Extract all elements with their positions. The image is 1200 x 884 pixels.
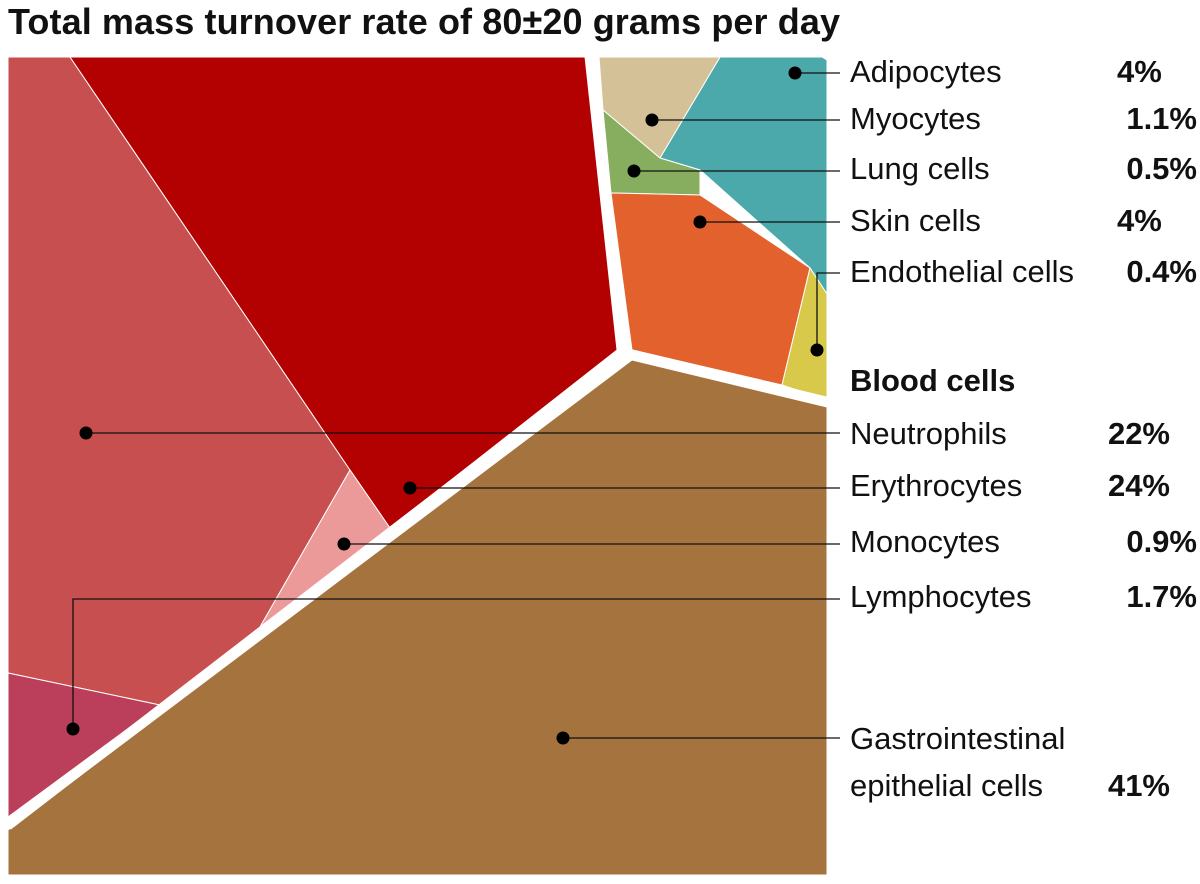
label-skin-cells: Skin cells bbox=[850, 203, 981, 238]
cell-lymphocytes bbox=[7, 672, 162, 818]
value-neutrophils: 22% bbox=[1108, 416, 1170, 451]
label-lymphocytes: Lymphocytes bbox=[850, 579, 1032, 614]
value-myocytes: 1.1% bbox=[1126, 101, 1197, 136]
cells-layer bbox=[5, 56, 832, 876]
label-myocytes: Myocytes bbox=[850, 101, 981, 136]
marker-neutrophils bbox=[79, 426, 93, 440]
marker-skin-cells bbox=[693, 215, 707, 229]
marker-monocytes bbox=[337, 537, 351, 551]
marker-endothelial-cells bbox=[810, 343, 824, 357]
marker-lymphocytes bbox=[66, 722, 80, 736]
marker-gastrointestinal-epithelial-cells bbox=[556, 731, 570, 745]
label-adipocytes: Adipocytes bbox=[850, 54, 1002, 89]
marker-erythrocytes bbox=[403, 481, 417, 495]
marker-lung-cells bbox=[627, 164, 641, 178]
value-lung-cells: 0.5% bbox=[1126, 151, 1197, 186]
value-monocytes: 0.9% bbox=[1126, 524, 1197, 559]
label-neutrophils: Neutrophils bbox=[850, 416, 1007, 451]
label-monocytes: Monocytes bbox=[850, 524, 1000, 559]
marker-adipocytes bbox=[788, 66, 802, 80]
marker-myocytes bbox=[645, 113, 659, 127]
value-lymphocytes: 1.7% bbox=[1126, 579, 1197, 614]
label-erythrocytes: Erythrocytes bbox=[850, 468, 1022, 503]
value-skin-cells: 4% bbox=[1117, 203, 1162, 238]
group-divider-right bbox=[622, 347, 832, 407]
label-endothelial-cells: Endothelial cells bbox=[850, 254, 1074, 289]
leader-endothelial-cells bbox=[816, 272, 840, 350]
cell-erythrocytes bbox=[69, 56, 618, 529]
cell-lung-cells bbox=[602, 108, 701, 196]
value-adipocytes: 4% bbox=[1117, 54, 1162, 89]
label-lung-cells: Lung cells bbox=[850, 151, 990, 186]
value-endothelial-cells: 0.4% bbox=[1126, 254, 1197, 289]
label-gastrointestinal-epithelial-cells: Gastrointestinal epithelial cells bbox=[850, 721, 1065, 803]
chart-title: Total mass turnover rate of 80±20 grams … bbox=[8, 1, 841, 42]
value-gastrointestinal-epithelial-cells: 41% bbox=[1108, 768, 1170, 803]
leaders-layer bbox=[66, 66, 840, 745]
cell-gastrointestinal-epithelial-cells bbox=[7, 359, 828, 876]
labels-layer: Adipocytes 4% Myocytes 1.1% Lung cells 0.5% Sk… bbox=[850, 54, 1197, 803]
value-erythrocytes: 24% bbox=[1108, 468, 1170, 503]
group-heading: Blood cells bbox=[850, 363, 1015, 398]
leader-lymphocytes bbox=[72, 598, 840, 729]
